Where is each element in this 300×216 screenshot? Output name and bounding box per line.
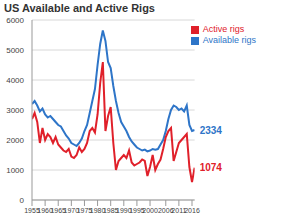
svg-text:1965: 1965 (50, 207, 66, 214)
svg-text:1970: 1970 (63, 207, 80, 214)
svg-text:2011: 2011 (171, 207, 187, 214)
svg-text:1985: 1985 (102, 207, 119, 214)
svg-text:1990: 1990 (116, 207, 132, 214)
svg-text:3000: 3000 (8, 106, 25, 115)
svg-text:1000: 1000 (8, 166, 25, 175)
html-text:Active rigs: Active rigs (202, 24, 245, 34)
svg-text:4000: 4000 (8, 76, 25, 85)
svg-text:1995: 1995 (129, 207, 145, 214)
svg-text:2016: 2016 (184, 207, 200, 214)
svg-text:2000: 2000 (142, 207, 158, 214)
svg-text:5000: 5000 (8, 46, 25, 55)
svg-text:1955: 1955 (24, 207, 40, 214)
svg-text:1975: 1975 (76, 207, 93, 214)
svg-text:2334: 2334 (200, 125, 223, 136)
html-text:Available rigs: Available rigs (202, 35, 256, 45)
svg-text:1074: 1074 (200, 162, 223, 173)
html-text:US Available and Active Rigs: US Available and Active Rigs (4, 2, 155, 14)
svg-text:2006: 2006 (158, 207, 174, 214)
svg-text:1960: 1960 (37, 207, 53, 214)
svg-text:2000: 2000 (8, 136, 25, 145)
svg-text:6000: 6000 (8, 16, 25, 25)
svg-text:0: 0 (20, 196, 25, 205)
svg-text:1980: 1980 (89, 207, 106, 214)
